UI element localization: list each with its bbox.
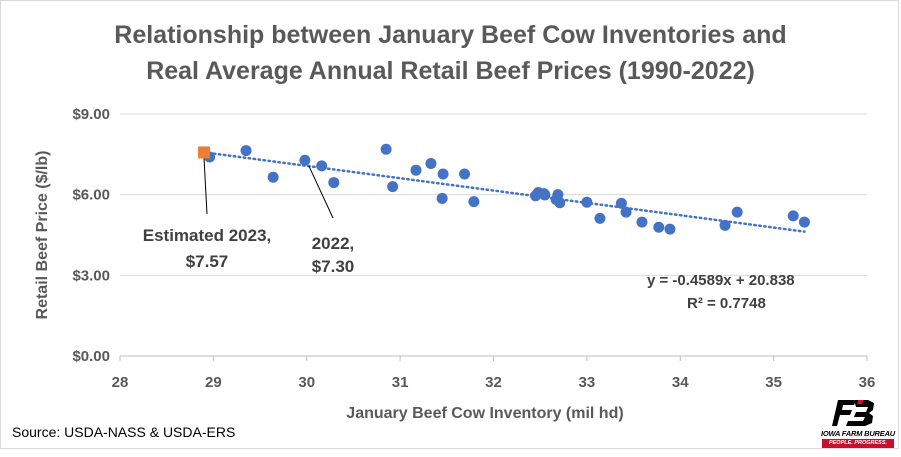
y-tick-label: $6.00 bbox=[72, 187, 110, 204]
x-tick-label: 34 bbox=[672, 374, 689, 391]
annotation-label: $7.57 bbox=[186, 252, 229, 271]
data-point bbox=[581, 196, 593, 208]
x-tick-label: 30 bbox=[298, 374, 315, 391]
data-point bbox=[554, 197, 566, 209]
data-point bbox=[410, 164, 422, 176]
logo-tagline: PEOPLE. PROGRESS. PRIDE. bbox=[822, 439, 894, 455]
data-point bbox=[387, 181, 399, 193]
data-point bbox=[316, 160, 328, 172]
data-point bbox=[539, 189, 551, 201]
data-point bbox=[436, 192, 448, 204]
annotation-label: Estimated 2023, bbox=[143, 226, 272, 245]
x-axis-title: January Beef Cow Inventory (mil hd) bbox=[346, 405, 623, 422]
x-tick-label: 31 bbox=[392, 374, 409, 391]
source-note: Source: USDA-NASS & USDA-ERS bbox=[12, 424, 236, 440]
data-point bbox=[425, 157, 437, 169]
annotations: Estimated 2023, $7.57 2022, $7.30 bbox=[143, 158, 355, 276]
y-tick-label: $3.00 bbox=[72, 267, 110, 284]
x-tick-label: 29 bbox=[205, 374, 222, 391]
x-tick-label: 35 bbox=[765, 374, 782, 391]
data-point bbox=[299, 154, 311, 166]
data-point bbox=[620, 206, 632, 218]
data-point bbox=[437, 168, 449, 180]
annotation-label: $7.30 bbox=[312, 257, 355, 276]
data-point bbox=[798, 216, 810, 228]
x-tick-label: 28 bbox=[112, 374, 129, 391]
data-point bbox=[615, 197, 627, 209]
r-squared-label: R² = 0.7748 bbox=[687, 295, 766, 312]
data-point bbox=[468, 196, 480, 208]
y-tick-label: $0.00 bbox=[72, 348, 110, 365]
data-points bbox=[198, 143, 810, 235]
iowa-farm-bureau-logo: IOWA FARM BUREAU PEOPLE. PROGRESS. PRIDE… bbox=[818, 400, 898, 455]
data-point bbox=[380, 143, 392, 155]
y-tick-label: $9.00 bbox=[72, 106, 110, 123]
trendline bbox=[202, 151, 806, 233]
data-point bbox=[267, 171, 279, 183]
x-tick-label: 33 bbox=[579, 374, 596, 391]
estimate-2023-point bbox=[198, 146, 211, 159]
data-point bbox=[459, 168, 471, 180]
data-point bbox=[731, 206, 743, 218]
logo-wordmark: IOWA FARM BUREAU bbox=[820, 429, 896, 438]
data-point bbox=[787, 210, 799, 222]
x-tick-label: 32 bbox=[485, 374, 502, 391]
data-point bbox=[664, 223, 676, 235]
data-point bbox=[636, 216, 648, 228]
gridlines bbox=[120, 113, 867, 276]
chart-title-line-2: Real Average Annual Retail Beef Prices (… bbox=[146, 57, 755, 85]
data-point bbox=[328, 177, 340, 189]
x-tick-label: 36 bbox=[859, 374, 876, 391]
farm-bureau-fb-icon bbox=[832, 400, 874, 426]
data-point bbox=[594, 212, 606, 224]
data-point bbox=[653, 221, 665, 233]
data-point bbox=[240, 145, 252, 157]
axes: $0.00 $3.00 $6.00 $9.00 28 29 30 31 32 33 34 35 36 bbox=[72, 106, 875, 391]
trendline-line bbox=[202, 151, 806, 233]
trendline-equation: y = -0.4589x + 20.838 bbox=[647, 272, 795, 289]
annotation-label: 2022, bbox=[312, 234, 355, 253]
chart-title-line-1: Relationship between January Beef Cow In… bbox=[114, 21, 787, 49]
data-point bbox=[719, 219, 731, 231]
annotation-leader bbox=[308, 165, 334, 219]
y-axis-title: Retail Beef Price ($/lb) bbox=[34, 151, 51, 320]
annotation-leader bbox=[203, 158, 208, 215]
